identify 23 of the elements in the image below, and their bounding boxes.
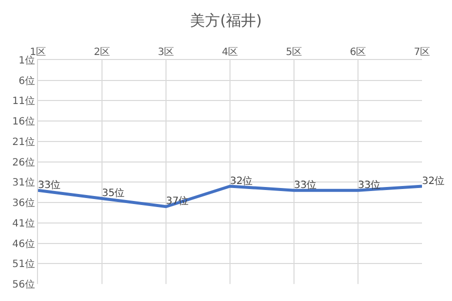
y-tick-label: 6位 (18, 74, 35, 87)
x-tick-label: 5区 (286, 47, 302, 58)
data-label: 33位 (38, 178, 61, 191)
x-tick-label: 4区 (222, 47, 238, 58)
y-tick-label: 36位 (12, 197, 35, 210)
y-tick-label: 41位 (12, 217, 35, 230)
y-tick-label: 21位 (12, 136, 35, 148)
y-tick-label: 51位 (12, 258, 35, 270)
data-label: 35位 (102, 186, 125, 199)
data-label: 33位 (294, 178, 317, 191)
chart-title: 美方(福井) (190, 12, 262, 30)
y-tick-label: 16位 (12, 116, 35, 128)
data-label: 32位 (230, 174, 253, 187)
y-tick-label: 31位 (12, 176, 35, 189)
x-tick-label: 6区 (350, 47, 366, 58)
y-tick-label: 46位 (12, 238, 35, 250)
y-tick-label: 11位 (12, 95, 35, 108)
x-tick-label: 2区 (94, 47, 110, 58)
data-label: 32位 (422, 174, 445, 187)
y-tick-label: 56位 (12, 278, 35, 290)
x-tick-label: 7区 (414, 47, 430, 58)
y-tick-label: 26位 (12, 156, 35, 168)
x-tick-label: 3区 (158, 47, 174, 58)
